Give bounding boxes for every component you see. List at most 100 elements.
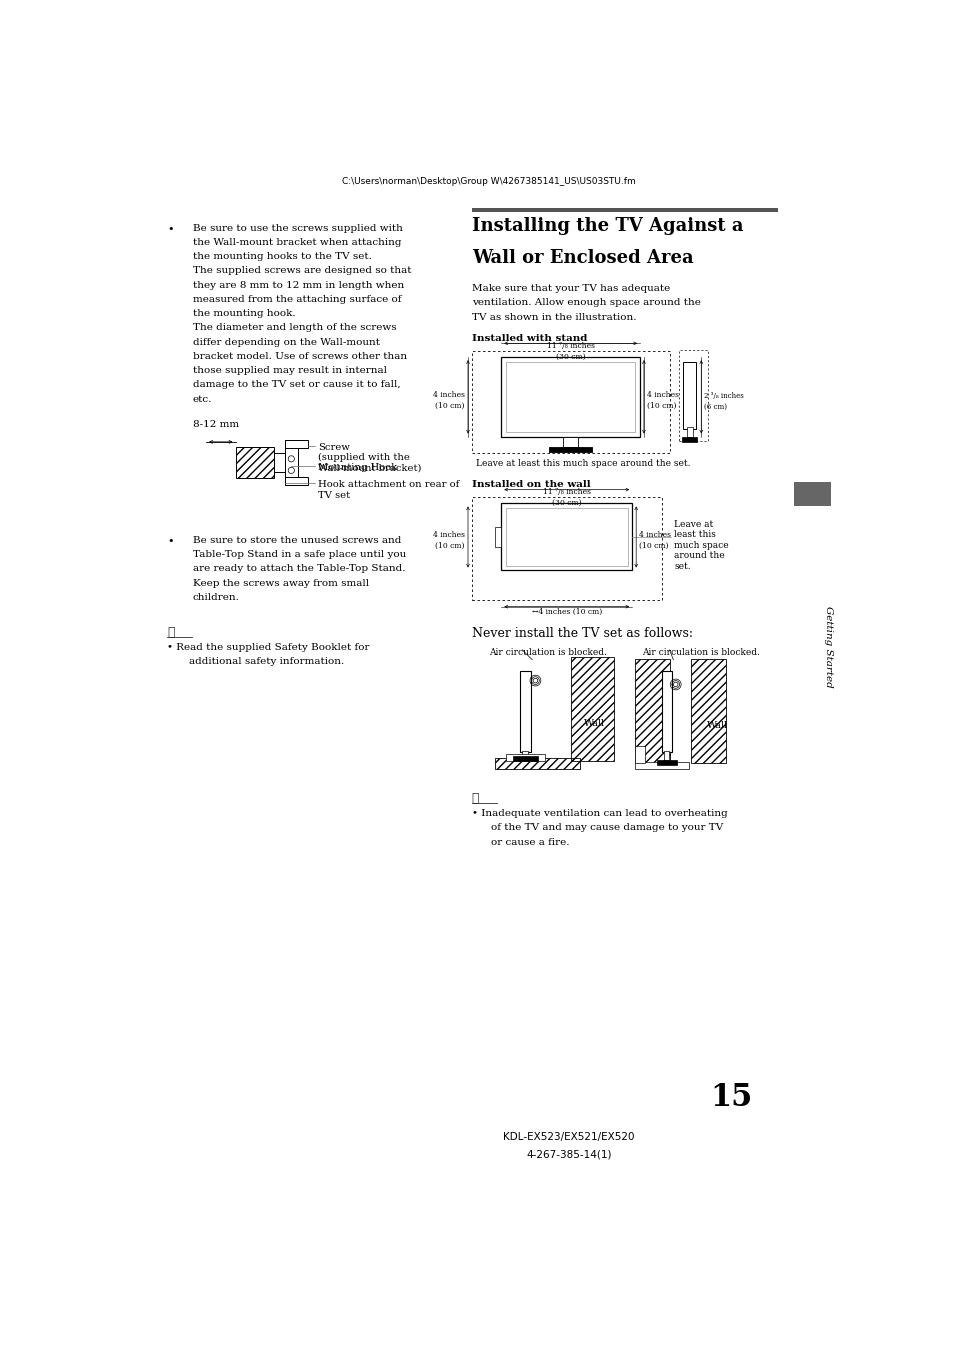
Text: (10 cm): (10 cm)	[435, 541, 464, 549]
Bar	[682, 362, 695, 429]
Text: Installed on the wall: Installed on the wall	[472, 481, 590, 490]
Text: •: •	[167, 536, 173, 545]
Bar	[571, 657, 613, 761]
Text: ℒ: ℒ	[472, 792, 478, 805]
Text: (10 cm): (10 cm)	[435, 401, 464, 409]
Bar	[472, 497, 661, 599]
Text: Wall: Wall	[583, 720, 605, 728]
Text: TV as shown in the illustration.: TV as shown in the illustration.	[472, 313, 636, 321]
Text: 4 inches: 4 inches	[433, 531, 464, 539]
Bar	[274, 454, 285, 472]
Bar	[505, 362, 635, 432]
Bar	[634, 659, 669, 763]
Text: ↔4 inches (10 cm): ↔4 inches (10 cm)	[531, 609, 601, 616]
Text: Be sure to use the screws supplied with: Be sure to use the screws supplied with	[193, 224, 402, 232]
Text: or cause a fire.: or cause a fire.	[491, 837, 569, 846]
Circle shape	[288, 467, 294, 474]
Text: Leave at
least this
much space
around the
set.: Leave at least this much space around th…	[674, 520, 728, 571]
Text: the Wall-mount bracket when attaching: the Wall-mount bracket when attaching	[193, 238, 401, 247]
Text: differ depending on the Wall-mount: differ depending on the Wall-mount	[193, 338, 379, 347]
Bar	[235, 447, 274, 478]
Bar	[505, 508, 627, 566]
Text: children.: children.	[193, 593, 239, 602]
Text: C:\Users\norman\Desktop\Group W\4267385141_US\US03STU.fm: C:\Users\norman\Desktop\Group W\42673851…	[342, 177, 635, 186]
Bar	[521, 752, 528, 761]
Text: the mounting hook.: the mounting hook.	[193, 309, 295, 319]
Bar	[681, 436, 697, 441]
Text: 8-12 mm: 8-12 mm	[193, 420, 239, 429]
Text: Installing the TV Against a: Installing the TV Against a	[472, 217, 742, 235]
Bar	[691, 659, 725, 763]
Text: 2 ³/₈ inches: 2 ³/₈ inches	[703, 393, 743, 400]
Text: of the TV and may cause damage to your TV: of the TV and may cause damage to your T…	[491, 824, 722, 833]
Bar	[793, 482, 830, 506]
Text: The diameter and length of the screws: The diameter and length of the screws	[193, 323, 396, 332]
Bar	[634, 747, 645, 763]
Text: Table-Top Stand in a safe place until you: Table-Top Stand in a safe place until yo…	[193, 549, 406, 559]
Text: Be sure to store the unused screws and: Be sure to store the unused screws and	[193, 536, 401, 545]
Bar	[472, 208, 778, 212]
Bar	[495, 528, 500, 547]
Text: measured from the attaching surface of: measured from the attaching surface of	[193, 294, 401, 304]
Text: 4 inches: 4 inches	[433, 390, 464, 398]
Bar	[679, 350, 707, 441]
Text: The supplied screws are designed so that: The supplied screws are designed so that	[193, 266, 411, 275]
Text: •: •	[167, 224, 173, 234]
Text: (30 cm): (30 cm)	[552, 500, 581, 506]
Text: ventilation. Allow enough space around the: ventilation. Allow enough space around t…	[472, 298, 700, 308]
Text: etc.: etc.	[193, 394, 212, 404]
Circle shape	[288, 456, 294, 462]
Text: are ready to attach the Table-Top Stand.: are ready to attach the Table-Top Stand.	[193, 564, 405, 574]
Bar	[562, 436, 578, 447]
Text: (30 cm): (30 cm)	[556, 352, 585, 360]
Text: Leave at least this much space around the set.: Leave at least this much space around th…	[476, 459, 690, 468]
Text: Installed with stand: Installed with stand	[472, 333, 587, 343]
Bar	[495, 757, 579, 769]
Text: bracket model. Use of screws other than: bracket model. Use of screws other than	[193, 352, 407, 360]
Text: 11 ⁷/₈ inches: 11 ⁷/₈ inches	[542, 489, 590, 495]
Text: Wall or Enclosed Area: Wall or Enclosed Area	[472, 250, 693, 267]
Text: • Inadequate ventilation can lead to overheating: • Inadequate ventilation can lead to ove…	[472, 809, 727, 818]
Bar	[500, 358, 639, 436]
Bar	[519, 671, 530, 752]
Text: those supplied may result in internal: those supplied may result in internal	[193, 366, 387, 375]
Text: Getting Started: Getting Started	[823, 606, 832, 688]
Bar	[664, 752, 668, 760]
Text: Never install the TV set as follows:: Never install the TV set as follows:	[472, 626, 692, 640]
Text: ℒ: ℒ	[167, 626, 174, 640]
Bar	[285, 440, 308, 448]
Text: 4 inches: 4 inches	[639, 531, 671, 539]
Bar	[505, 753, 544, 761]
Text: Mounting Hook: Mounting Hook	[317, 463, 396, 471]
Text: Keep the screws away from small: Keep the screws away from small	[193, 579, 369, 587]
Bar	[513, 756, 537, 761]
Text: the mounting hooks to the TV set.: the mounting hooks to the TV set.	[193, 252, 372, 261]
Text: (6 cm): (6 cm)	[703, 404, 726, 410]
Text: 11 ⁷/₈ inches: 11 ⁷/₈ inches	[546, 342, 594, 350]
Text: they are 8 mm to 12 mm in length when: they are 8 mm to 12 mm in length when	[193, 281, 404, 290]
Text: Screw
(supplied with the
Wall-mount bracket): Screw (supplied with the Wall-mount brac…	[317, 443, 420, 472]
Bar	[634, 763, 688, 769]
Text: • Read the supplied Safety Booklet for: • Read the supplied Safety Booklet for	[167, 643, 370, 652]
Text: Air circulation is blocked.: Air circulation is blocked.	[488, 648, 606, 657]
Text: (10 cm): (10 cm)	[639, 541, 668, 549]
Text: 15: 15	[710, 1083, 752, 1114]
Bar	[472, 351, 669, 454]
Text: Wall: Wall	[706, 721, 727, 729]
Bar	[500, 504, 632, 571]
Bar	[686, 427, 692, 436]
Text: KDL-EX523/EX521/EX520: KDL-EX523/EX521/EX520	[502, 1133, 634, 1142]
Text: 4 inches: 4 inches	[646, 390, 679, 398]
Bar	[285, 440, 297, 485]
Text: (10 cm): (10 cm)	[646, 401, 676, 409]
Bar	[656, 760, 676, 765]
Bar	[549, 447, 592, 452]
Text: additional safety information.: additional safety information.	[189, 657, 344, 667]
Text: Hook attachment on rear of
TV set: Hook attachment on rear of TV set	[317, 481, 458, 500]
Text: Make sure that your TV has adequate: Make sure that your TV has adequate	[472, 284, 669, 293]
Bar	[661, 671, 671, 752]
Bar	[285, 478, 308, 485]
Text: Air circulation is blocked.: Air circulation is blocked.	[641, 648, 760, 657]
Text: 4-267-385-14(1): 4-267-385-14(1)	[525, 1149, 611, 1160]
Text: damage to the TV set or cause it to fall,: damage to the TV set or cause it to fall…	[193, 381, 400, 389]
